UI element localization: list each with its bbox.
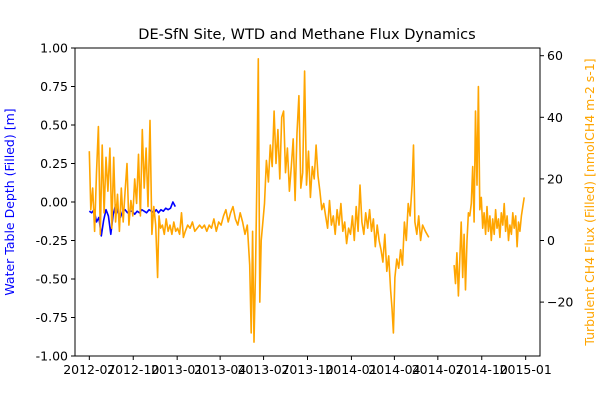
y-left-tick-label: 0.50 xyxy=(40,118,68,133)
x-tick-label: 2013-07 xyxy=(237,362,289,377)
x-tick-label: 2013-04 xyxy=(194,362,246,377)
x-tick-label: 2014-01 xyxy=(325,362,377,377)
series-line-ch4-flux xyxy=(88,58,525,343)
y-left-tick-label: -0.50 xyxy=(36,272,68,287)
y-axis-left: -1.00 -0.75 -0.50 -0.25 0.00 0.25 0.50 0.75 1.00 xyxy=(36,41,75,364)
y-left-tick-label: -1.00 xyxy=(36,349,68,364)
plot-frame xyxy=(74,47,541,357)
y-right-tick-label: 60 xyxy=(547,48,563,63)
series-layer xyxy=(88,58,525,343)
y-right-tick-label: −20 xyxy=(547,295,573,310)
x-tick-label: 2012-10 xyxy=(107,362,159,377)
x-tick-label: 2013-01 xyxy=(151,362,203,377)
x-tick-label: 2015-01 xyxy=(500,362,552,377)
y-axis-left-label: Water Table Depth (Filled) [m] xyxy=(2,108,17,295)
x-tick-label: 2014-07 xyxy=(412,362,464,377)
y-left-tick-label: 0.25 xyxy=(40,156,68,171)
y-right-tick-label: 0 xyxy=(547,233,555,248)
y-left-tick-label: -0.25 xyxy=(36,233,68,248)
x-tick-label: 2012-07 xyxy=(63,362,115,377)
y-right-tick-label: 20 xyxy=(547,171,563,186)
x-tick-label: 2014-10 xyxy=(456,362,508,377)
y-axis-right-label: Turbulent CH4 Flux (Filled) [nmolCH4 m-2… xyxy=(582,58,597,346)
y-axis-right: −20 0 20 40 60 xyxy=(540,48,573,310)
y-left-tick-label: 0.00 xyxy=(40,195,68,210)
y-right-tick-label: 40 xyxy=(547,110,563,125)
x-tick-label: 2014-04 xyxy=(368,362,420,377)
x-axis: 2012-072012-102013-012013-042013-072013-… xyxy=(63,356,552,377)
y-left-tick-label: 0.75 xyxy=(40,79,68,94)
x-tick-label: 2013-10 xyxy=(281,362,333,377)
y-left-tick-label: 1.00 xyxy=(40,41,68,56)
y-left-tick-label: -0.75 xyxy=(36,310,68,325)
chart-title: DE-SfN Site, WTD and Methane Flux Dynami… xyxy=(138,27,475,43)
